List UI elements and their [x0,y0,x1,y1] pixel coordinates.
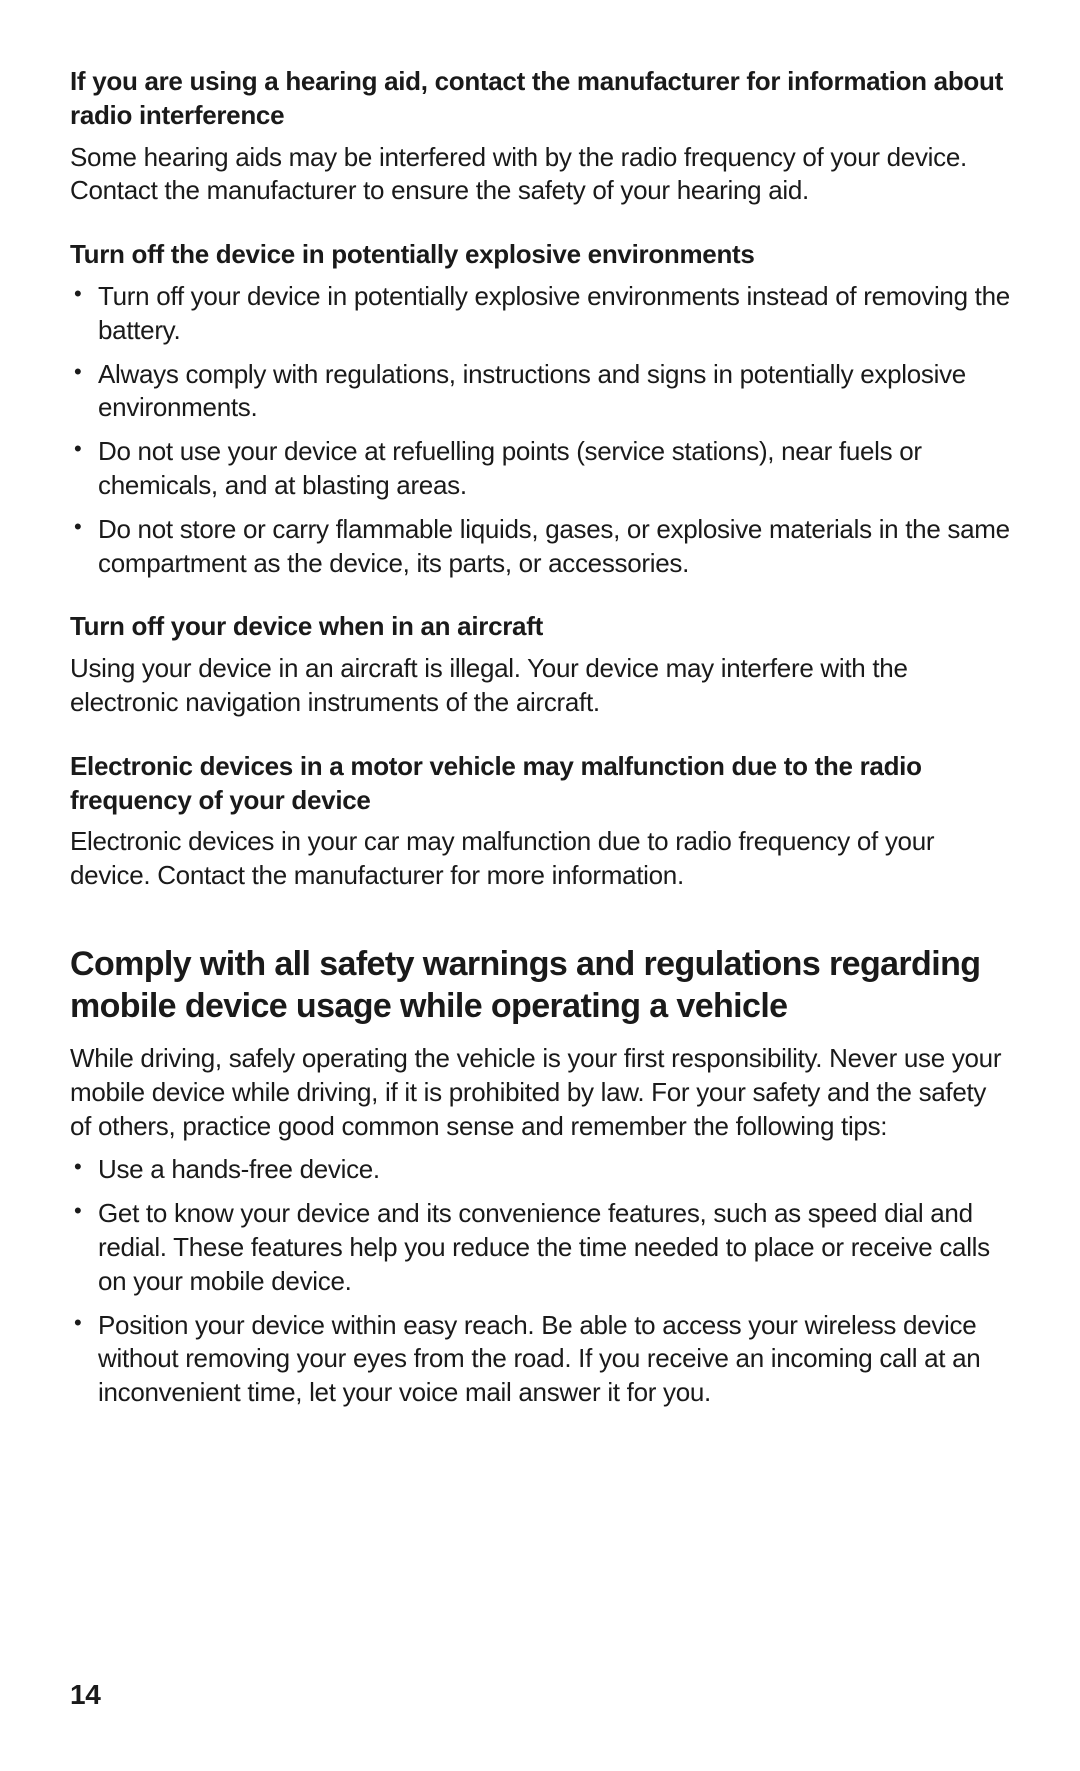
body-text-aircraft: Using your device in an aircraft is ille… [70,652,1010,720]
section-heading-hearing-aid: If you are using a hearing aid, contact … [70,65,1010,133]
bullet-list-vehicle-tips: Use a hands-free device. Get to know you… [70,1153,1010,1410]
list-item: Get to know your device and its convenie… [70,1197,1010,1298]
body-text-motor-vehicle: Electronic devices in your car may malfu… [70,825,1010,893]
section-heading-aircraft: Turn off your device when in an aircraft [70,610,1010,644]
list-item: Use a hands-free device. [70,1153,1010,1187]
bullet-list-explosive: Turn off your device in potentially expl… [70,280,1010,580]
list-item: Do not use your device at refuelling poi… [70,435,1010,503]
section-heading-motor-vehicle: Electronic devices in a motor vehicle ma… [70,750,1010,818]
page-number: 14 [70,1679,101,1711]
body-text-hearing-aid: Some hearing aids may be interfered with… [70,141,1010,209]
major-heading-vehicle-safety: Comply with all safety warnings and regu… [70,943,1010,1028]
list-item: Turn off your device in potentially expl… [70,280,1010,348]
section-heading-explosive: Turn off the device in potentially explo… [70,238,1010,272]
list-item: Do not store or carry flammable liquids,… [70,513,1010,581]
body-text-vehicle-intro: While driving, safely operating the vehi… [70,1042,1010,1143]
list-item: Position your device within easy reach. … [70,1309,1010,1410]
list-item: Always comply with regulations, instruct… [70,358,1010,426]
